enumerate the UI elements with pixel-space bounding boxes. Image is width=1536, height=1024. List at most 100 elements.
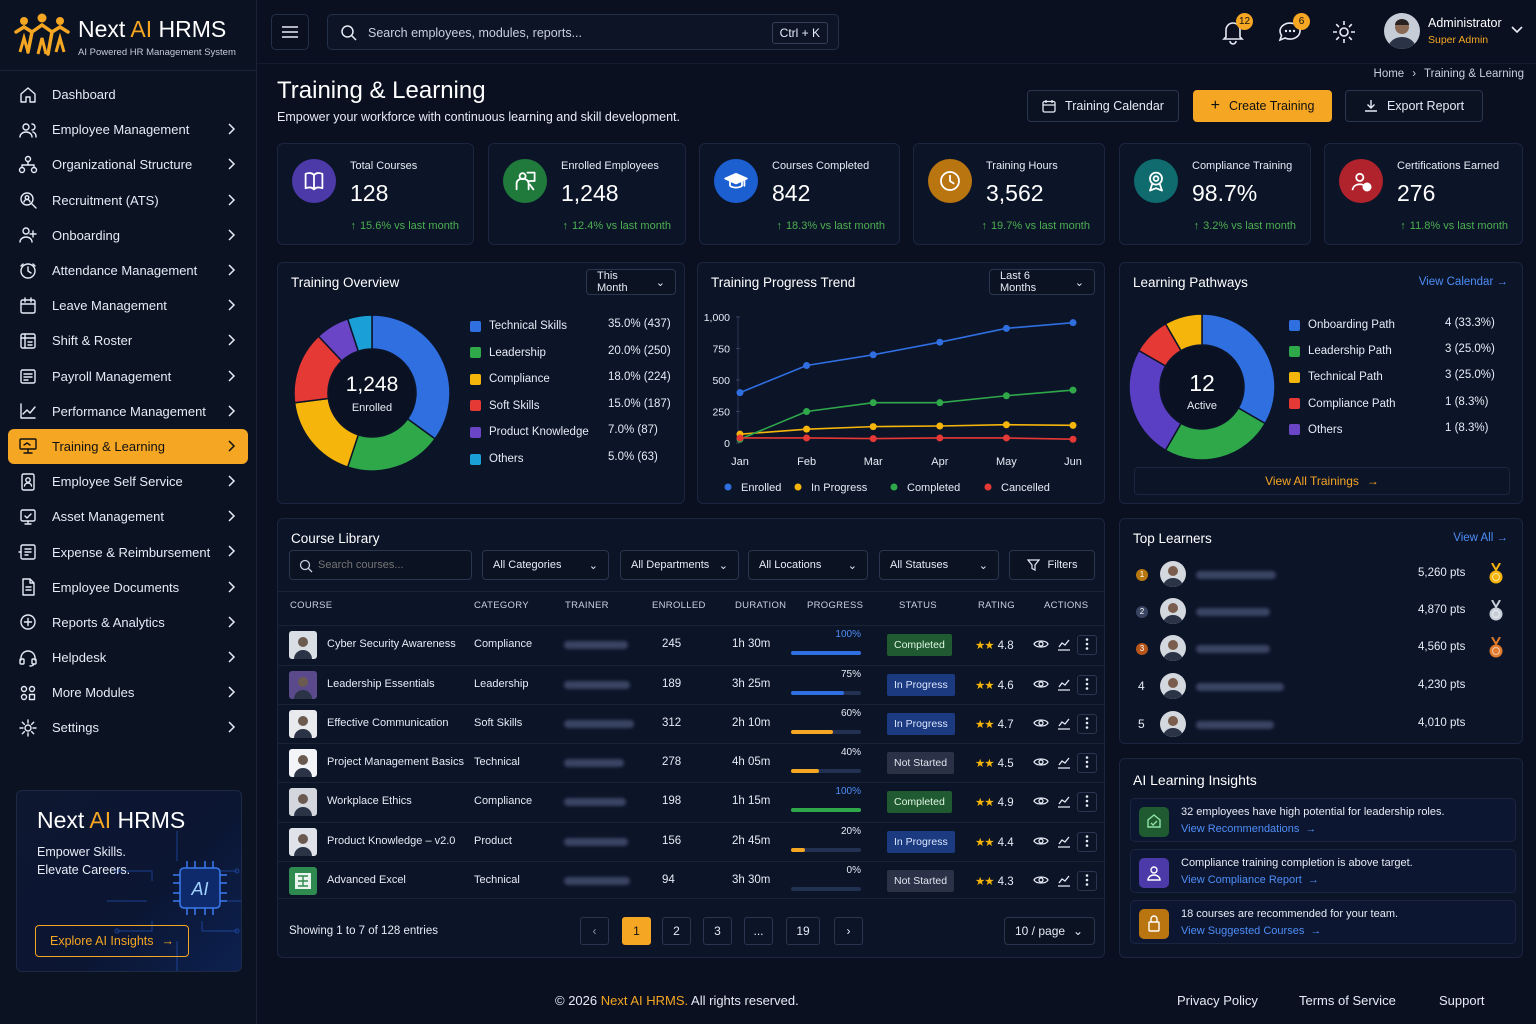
view-button[interactable] <box>1031 714 1051 734</box>
insight-link[interactable]: View Compliance Report → <box>1181 874 1319 886</box>
page-button[interactable]: 2 <box>662 917 691 945</box>
data-point[interactable] <box>1069 386 1077 394</box>
analytics-button[interactable] <box>1054 871 1074 891</box>
view-button[interactable] <box>1031 635 1051 655</box>
support-link[interactable]: Support <box>1439 993 1485 1008</box>
data-point[interactable] <box>1002 421 1010 429</box>
more-vertical-button[interactable] <box>1077 871 1097 891</box>
insight-link[interactable]: View Suggested Courses → <box>1181 925 1322 937</box>
view-button[interactable] <box>1031 792 1051 812</box>
data-point[interactable] <box>803 434 811 442</box>
page-button[interactable]: ... <box>744 917 773 945</box>
sidebar-item-organizational-structure[interactable]: Organizational Structure <box>8 147 248 182</box>
analytics-button[interactable] <box>1054 753 1074 773</box>
table-row[interactable]: Advanced Excel Technical 94 3h 30m 0% Not Sta… <box>277 861 1105 900</box>
privacy-policy-link[interactable]: Privacy Policy <box>1177 993 1258 1008</box>
donut-slice-onboarding-path[interactable] <box>1201 313 1276 425</box>
more-vertical-button[interactable] <box>1077 714 1097 734</box>
filter-select-all-statuses[interactable]: All Statuses ⌄ <box>879 550 999 580</box>
data-point[interactable] <box>936 338 944 346</box>
donut-slice-technical-skills[interactable] <box>371 314 451 440</box>
terms-of-service-link[interactable]: Terms of Service <box>1299 993 1396 1008</box>
user-avatar[interactable] <box>1384 13 1420 49</box>
more-vertical-button[interactable] <box>1077 753 1097 773</box>
explore-ai-insights-button[interactable]: Explore AI Insights → <box>35 925 189 957</box>
page-button[interactable]: 19 <box>786 917 820 945</box>
sidebar-item-recruitment-ats[interactable]: Recruitment (ATS) <box>8 183 248 218</box>
course-name[interactable]: Advanced Excel <box>327 874 406 886</box>
learner-row[interactable]: 4 4,230 pts <box>1119 668 1519 705</box>
sidebar-item-settings[interactable]: Settings <box>8 710 248 745</box>
sidebar-item-performance-management[interactable]: Performance Management <box>8 394 248 429</box>
analytics-button[interactable] <box>1054 635 1074 655</box>
data-point[interactable] <box>869 351 877 359</box>
filter-select-all-locations[interactable]: All Locations ⌄ <box>748 550 868 580</box>
page-button[interactable]: 1 <box>622 917 651 945</box>
data-point[interactable] <box>1069 319 1077 327</box>
donut-slice-others[interactable] <box>1164 313 1203 352</box>
filter-select-all-categories[interactable]: All Categories ⌄ <box>482 550 609 580</box>
data-point[interactable] <box>736 434 744 442</box>
create-training-button[interactable]: + Create Training <box>1193 90 1332 122</box>
learner-row[interactable]: 2 4,870 pts <box>1119 593 1519 630</box>
sidebar-item-dashboard[interactable]: Dashboard <box>8 77 248 112</box>
more-vertical-button[interactable] <box>1077 832 1097 852</box>
data-point[interactable] <box>936 434 944 442</box>
breadcrumb-home[interactable]: Home <box>1373 68 1405 80</box>
filters-button[interactable]: Filters <box>1009 550 1095 580</box>
course-name[interactable]: Product Knowledge – v2.0 <box>327 835 456 847</box>
learner-row[interactable]: 3 4,560 pts <box>1119 630 1519 667</box>
data-point[interactable] <box>869 399 877 407</box>
more-vertical-button[interactable] <box>1077 792 1097 812</box>
data-point[interactable] <box>1069 421 1077 429</box>
data-point[interactable] <box>1002 434 1010 442</box>
prev-page-button[interactable]: ‹ <box>580 917 609 945</box>
data-point[interactable] <box>803 408 811 415</box>
training-calendar-button[interactable]: Training Calendar <box>1027 90 1179 122</box>
view-all-learners-link[interactable]: View All → <box>1453 532 1508 544</box>
insight-link[interactable]: View Recommendations → <box>1181 823 1317 835</box>
course-name[interactable]: Project Management Basics <box>327 756 464 768</box>
course-name[interactable]: Cyber Security Awareness <box>327 638 456 650</box>
sidebar-item-onboarding[interactable]: Onboarding <box>8 218 248 253</box>
table-row[interactable]: Leadership Essentials Leadership 189 3h 25m… <box>277 665 1105 704</box>
data-point[interactable] <box>869 423 877 431</box>
data-point[interactable] <box>1002 324 1010 332</box>
export-report-button[interactable]: Export Report <box>1345 90 1483 122</box>
analytics-button[interactable] <box>1054 714 1074 734</box>
menu-toggle-button[interactable] <box>271 14 309 50</box>
period-select[interactable]: Last 6 Months ⌄ <box>989 269 1095 295</box>
donut-slice-others[interactable] <box>346 314 373 353</box>
table-row[interactable]: Product Knowledge – v2.0 Product 156 2h 45m… <box>277 822 1105 861</box>
period-select[interactable]: This Month ⌄ <box>586 269 676 295</box>
view-button[interactable] <box>1031 675 1051 695</box>
sidebar-item-employee-management[interactable]: Employee Management <box>8 112 248 147</box>
analytics-button[interactable] <box>1054 675 1074 695</box>
view-button[interactable] <box>1031 753 1051 773</box>
gear-icon[interactable] <box>1330 18 1358 46</box>
sidebar-item-employee-documents[interactable]: Employee Documents <box>8 570 248 605</box>
chat-icon[interactable] <box>1276 18 1304 46</box>
view-button[interactable] <box>1031 832 1051 852</box>
sidebar-item-more-modules[interactable]: More Modules <box>8 675 248 710</box>
user-name[interactable]: Administrator <box>1428 16 1502 30</box>
search-input[interactable] <box>368 23 748 43</box>
table-row[interactable]: Cyber Security Awareness Compliance 245 1h … <box>277 625 1105 664</box>
course-search-input[interactable] <box>318 557 468 573</box>
chevron-down-icon[interactable] <box>1510 25 1524 35</box>
data-point[interactable] <box>936 399 944 407</box>
more-vertical-button[interactable] <box>1077 635 1097 655</box>
next-page-button[interactable]: › <box>834 917 863 945</box>
data-point[interactable] <box>1069 435 1077 443</box>
sidebar-item-shift-roster[interactable]: Shift & Roster <box>8 323 248 358</box>
table-row[interactable]: Effective Communication Soft Skills 312 2h … <box>277 704 1105 743</box>
sidebar-item-asset-management[interactable]: Asset Management <box>8 499 248 534</box>
sidebar-item-employee-self-service[interactable]: Employee Self Service <box>8 464 248 499</box>
data-point[interactable] <box>1002 392 1010 400</box>
table-row[interactable]: Project Management Basics Technical 278 4h … <box>277 743 1105 782</box>
filter-select-all-departments[interactable]: All Departments ⌄ <box>620 550 739 580</box>
analytics-button[interactable] <box>1054 832 1074 852</box>
sidebar-item-reports-analytics[interactable]: Reports & Analytics <box>8 605 248 640</box>
course-name[interactable]: Effective Communication <box>327 717 449 729</box>
sidebar-item-leave-management[interactable]: Leave Management <box>8 288 248 323</box>
